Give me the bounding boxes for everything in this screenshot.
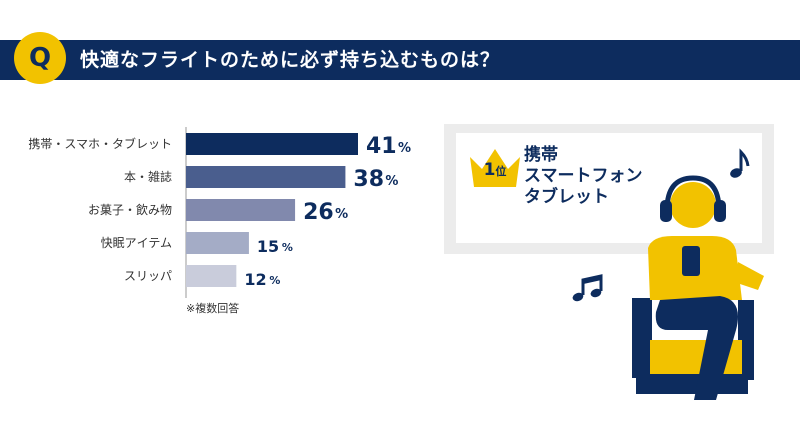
- q-badge-letter: Q: [28, 43, 52, 73]
- unit-label: %: [282, 241, 293, 254]
- seat-icon: [632, 298, 754, 394]
- double-music-note-icon: [572, 274, 603, 302]
- question-banner: [0, 40, 800, 80]
- value-label: 15: [257, 237, 279, 256]
- crown-icon: [470, 149, 520, 187]
- value-label: 26: [303, 200, 334, 225]
- category-label: 快眠アイテム: [101, 236, 172, 250]
- unit-label: %: [398, 141, 411, 156]
- unit-label: %: [385, 174, 398, 189]
- bar: [186, 166, 346, 188]
- value-label: 12: [244, 270, 266, 289]
- music-note-icon: [730, 148, 750, 178]
- traveler-illustration: [572, 148, 764, 400]
- unit-label: %: [269, 274, 280, 287]
- value-label: 41: [366, 134, 397, 159]
- value-label: 38: [353, 167, 384, 192]
- rank-number: 1: [483, 160, 496, 180]
- category-label: スリッパ: [124, 269, 172, 283]
- bar: [186, 199, 296, 221]
- category-label: お菓子・飲み物: [88, 202, 172, 217]
- footnote: ※複数回答: [186, 302, 240, 315]
- ranking-item: スマートフォン: [524, 166, 643, 186]
- person-with-headphones-icon: [648, 175, 764, 400]
- q-badge: Q: [14, 32, 66, 84]
- question-title: 快適なフライトのために必ず持ち込むものは？: [80, 49, 501, 71]
- ranking-items: 携帯 スマートフォン タブレット: [524, 145, 643, 208]
- rank-suffix: 位: [495, 165, 507, 178]
- bar: [186, 133, 358, 155]
- rank-first-label: 1位: [472, 160, 518, 180]
- bar-chart: 携帯・スマホ・タブレット 41 % 本・雑誌 38 % お菓子・飲み物 26 % 快眠アイテム 15…: [28, 127, 411, 298]
- category-label: 本・雑誌: [124, 169, 172, 184]
- unit-label: %: [335, 207, 348, 222]
- ranking-item: タブレット: [524, 187, 609, 207]
- category-label: 携帯・スマホ・タブレット: [28, 136, 172, 151]
- bar: [186, 265, 237, 287]
- bar: [186, 232, 249, 254]
- ranking-item: 携帯: [524, 145, 558, 165]
